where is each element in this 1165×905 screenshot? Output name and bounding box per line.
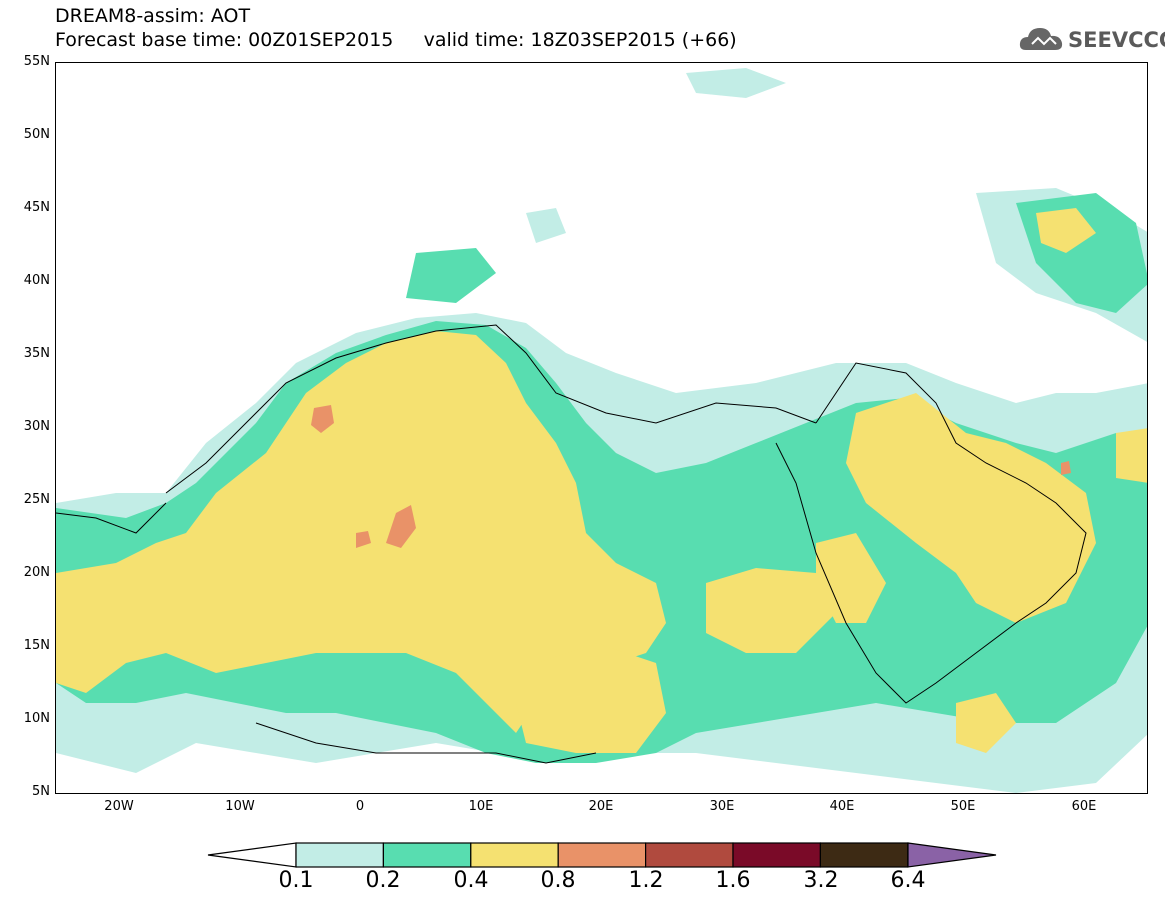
seevccc-logo: SEEVCCC [1018,22,1165,56]
aot-map [56,68,1147,793]
colorbar-label-0.2: 0.2 [365,868,401,893]
colorbar-label-3.2: 3.2 [803,868,839,893]
lon-label-30e: 30E [709,799,735,814]
colorbar-label-0.1: 0.1 [278,868,314,893]
lat-label-30n: 30N [23,419,50,434]
aot-level-0.4 [56,208,1147,753]
colorbar-over-triangle [907,842,997,868]
lat-label-20n: 20N [23,565,50,580]
lat-label-10n: 10N [23,711,50,726]
lat-label-40n: 40N [23,273,50,288]
lon-label-60e: 60E [1071,799,1097,814]
logo-text: SEEVCCC [1068,28,1165,52]
lon-label-50e: 50E [950,799,976,814]
coastlines [56,324,1087,764]
forecast-time-line: Forecast base time: 00Z01SEP2015 valid t… [55,29,737,51]
lat-label-45n: 45N [23,200,50,215]
lat-label-15n: 15N [23,638,50,653]
colorbar-label-6.4: 6.4 [890,868,926,893]
colorbar-cell-0.1 [295,842,385,868]
cloud-icon [1019,28,1063,50]
colorbar-cell-3.2 [819,842,909,868]
lon-label-40e: 40E [829,799,855,814]
colorbar-cell-1.2 [644,842,734,868]
lat-label-55n: 55N [23,54,50,69]
lat-label-50n: 50N [23,127,50,142]
lon-label-10w: 10W [225,799,255,814]
lon-label-10e: 10E [468,799,494,814]
lon-label-0: 0 [355,799,365,814]
lon-label-20w: 20W [104,799,134,814]
map-panel [55,62,1148,794]
colorbar-under-triangle [207,842,297,868]
lon-label-20e: 20E [588,799,614,814]
colorbar-label-0.4: 0.4 [453,868,489,893]
colorbar [207,842,997,868]
aot-level-0.8 [311,405,1071,548]
chart-title: DREAM8-assim: AOT [55,5,251,27]
lat-label-5n: 5N [32,784,50,799]
colorbar-cell-0.8 [557,842,647,868]
colorbar-cell-0.2 [382,842,472,868]
colorbar-cell-1.6 [732,842,822,868]
colorbar-label-1.6: 1.6 [715,868,751,893]
lat-label-25n: 25N [23,492,50,507]
lat-label-35n: 35N [23,346,50,361]
colorbar-label-0.8: 0.8 [540,868,576,893]
colorbar-cell-0.4 [470,842,559,868]
colorbar-label-1.2: 1.2 [628,868,664,893]
